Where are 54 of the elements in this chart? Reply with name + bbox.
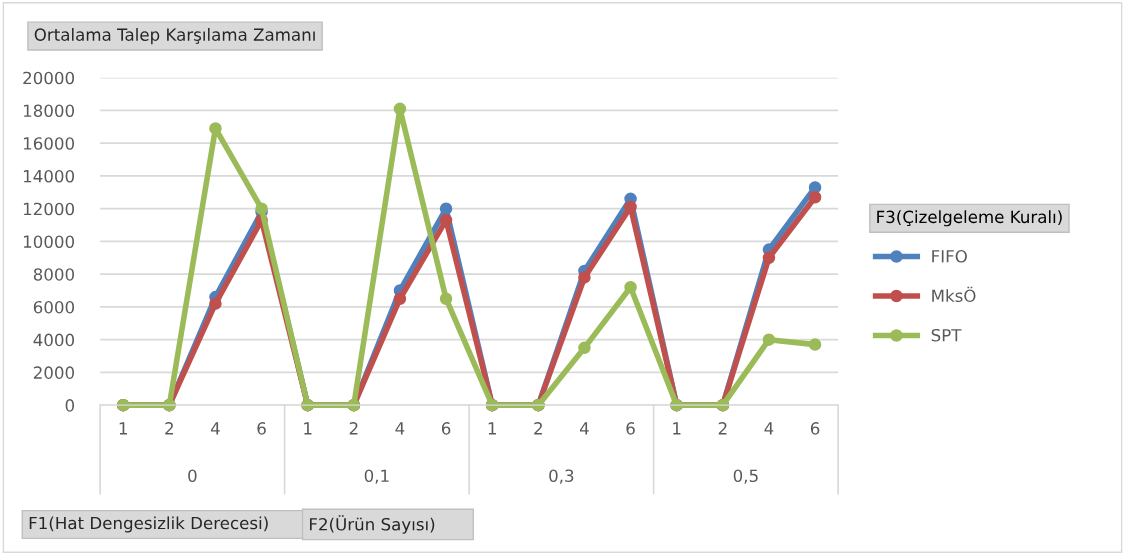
y-tick-label: 8000 (33, 268, 75, 281)
y-tick-label: 6000 (33, 300, 75, 314)
point (393, 292, 407, 305)
point (439, 202, 453, 215)
x-tick-label: 2 (165, 422, 173, 435)
x-tick-label: 1 (119, 422, 127, 435)
point (209, 122, 222, 135)
point (209, 297, 222, 310)
y-tick-label: 2000 (33, 366, 75, 379)
x-tick-label: 6 (626, 422, 635, 435)
y-tick-label: 4000 (33, 333, 75, 347)
text: 0,5 (733, 469, 758, 484)
x-tick-label: 2 (718, 422, 727, 435)
y-tick-label: 12000 (23, 202, 75, 216)
x-tick-label: 4 (579, 422, 589, 435)
y-tick-label: 18000 (23, 104, 75, 118)
x-tick-label: 1 (488, 422, 496, 435)
x-tick-label: 6 (441, 422, 451, 435)
y-tick-label: 20000 (23, 71, 75, 85)
point (439, 292, 453, 305)
legend-label: SPT (931, 328, 962, 342)
x-tick-label: 4 (764, 422, 774, 435)
y-tick-label: 0 (65, 399, 75, 412)
point (393, 102, 407, 116)
legend-title: F3(Çizelgeleme Kuralı) (877, 210, 1062, 227)
x-tick-label: 1 (304, 422, 312, 435)
x-tick-label: 6 (810, 422, 820, 435)
x-tick-label: 2 (349, 422, 358, 435)
chart-title: Ortalama Talep Karşılama Zamanı (34, 28, 315, 45)
x-tick-label: 4 (395, 422, 405, 435)
point (762, 251, 776, 265)
text: F2(Ürün Sayısı) (310, 515, 435, 534)
point (624, 281, 637, 294)
text: F1(Hat Dengesizlik Derecesi) (29, 516, 268, 533)
x-tick-label: 2 (534, 422, 542, 435)
x-tick-label: 6 (257, 422, 266, 435)
point (578, 341, 591, 355)
point (624, 200, 637, 214)
x-tick-label: 4 (210, 422, 220, 435)
point (578, 271, 591, 284)
legend-label: MksÖ (932, 286, 976, 303)
x-tick-label: 1 (673, 422, 681, 435)
text: 0,3 (549, 469, 574, 484)
y-tick-label: 10000 (23, 235, 75, 248)
y-tick-label: 16000 (23, 137, 75, 150)
point (762, 333, 776, 346)
text: 0 (188, 469, 197, 483)
legend-label: FIFO (932, 250, 967, 263)
point (808, 190, 822, 204)
point (255, 202, 268, 215)
text: 0,1 (364, 469, 389, 484)
point (808, 338, 822, 351)
point (439, 213, 453, 227)
y-tick-label: 14000 (23, 169, 75, 183)
